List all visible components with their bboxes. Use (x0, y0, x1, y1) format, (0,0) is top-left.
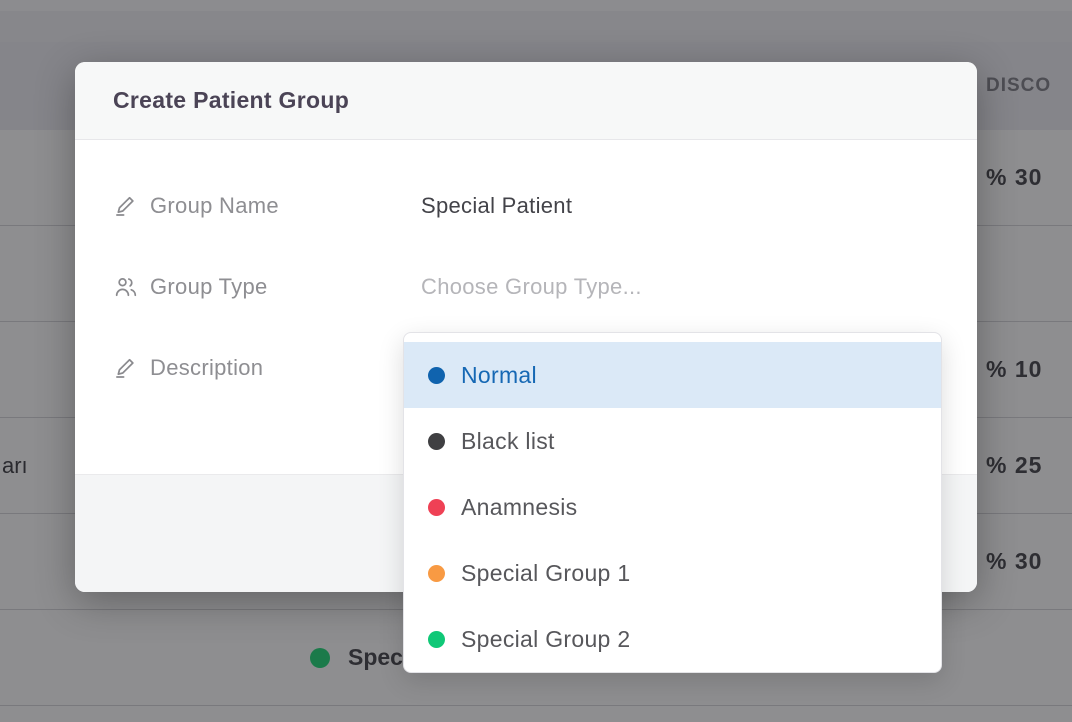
pen-icon (113, 193, 139, 219)
group-type-option-special-group-1[interactable]: Special Group 1 (404, 540, 941, 606)
description-label: Description (150, 355, 264, 380)
group-name-row: Group Name Special Patient (75, 180, 977, 232)
option-label: Normal (461, 361, 537, 388)
option-color-dot (428, 564, 445, 582)
group-type-row: Group Type Choose Group Type... (75, 261, 977, 313)
option-label: Black list (461, 427, 555, 454)
modal-header: Create Patient Group (75, 62, 977, 140)
group-name-input[interactable]: Special Patient (421, 193, 573, 218)
option-color-dot (428, 498, 445, 516)
people-icon (113, 274, 139, 300)
modal-title: Create Patient Group (113, 87, 350, 113)
group-type-option-normal[interactable]: Normal (404, 342, 941, 408)
group-type-dropdown: Normal Black list Anamnesis Special Grou… (403, 332, 942, 673)
pen-icon (113, 355, 139, 381)
option-color-dot (428, 630, 445, 648)
option-color-dot (428, 366, 445, 384)
group-type-select[interactable]: Choose Group Type... (421, 274, 642, 299)
option-label: Anamnesis (461, 493, 578, 520)
option-label: Special Group 2 (461, 625, 631, 652)
description-row: Description (75, 342, 977, 394)
group-type-option-anamnesis[interactable]: Anamnesis (404, 474, 941, 540)
group-type-option-special-group-2[interactable]: Special Group 2 (404, 606, 941, 672)
group-name-label: Group Name (150, 193, 279, 218)
group-type-option-black-list[interactable]: Black list (404, 408, 941, 474)
option-label: Special Group 1 (461, 559, 631, 586)
option-color-dot (428, 432, 445, 450)
group-type-label: Group Type (150, 274, 268, 299)
